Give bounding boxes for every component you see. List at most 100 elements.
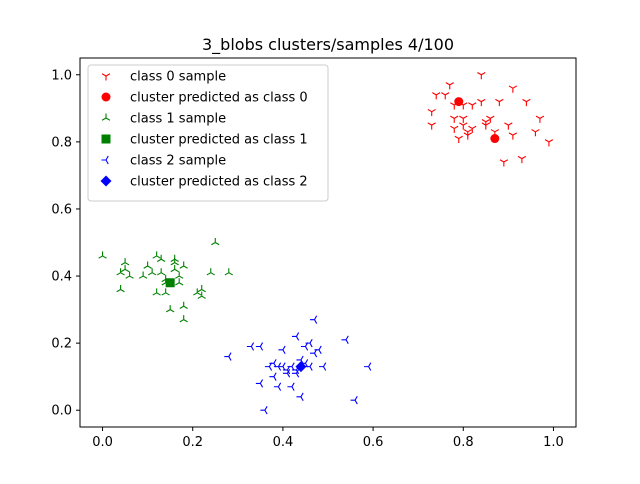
legend-marker <box>101 73 111 81</box>
sample-point <box>481 122 491 130</box>
y-tick-label: 0.4 <box>51 270 72 285</box>
sample-point <box>459 122 468 130</box>
sample-point <box>255 342 264 351</box>
cluster-marker <box>454 97 464 107</box>
sample-point <box>468 102 477 110</box>
sample-point <box>463 129 472 137</box>
sample-point <box>341 335 349 344</box>
sample-point <box>517 155 527 164</box>
sample-point <box>152 288 161 296</box>
sample-point <box>508 132 518 140</box>
x-tick-label: 0.4 <box>273 435 294 450</box>
sample-point <box>504 122 513 130</box>
sample-point <box>224 352 232 361</box>
series-2 <box>98 238 233 323</box>
y-tick-label: 0.0 <box>51 404 72 419</box>
sample-point <box>531 129 540 137</box>
axes-frame <box>79 57 577 428</box>
sample-point <box>544 139 554 147</box>
sample-point <box>445 82 454 90</box>
x-tick-label: 0.0 <box>92 435 113 450</box>
sample-point <box>170 258 179 266</box>
sample-point <box>197 284 206 293</box>
sample-point <box>432 92 441 100</box>
sample-point <box>156 268 166 276</box>
sample-point <box>477 98 486 107</box>
sample-point <box>441 92 450 100</box>
x-tick-label: 1.0 <box>543 435 564 450</box>
sample-point <box>175 278 184 286</box>
sample-point <box>291 369 300 378</box>
sample-point <box>152 251 161 259</box>
sample-point <box>165 305 175 313</box>
sample-point <box>98 251 107 259</box>
cluster-marker <box>165 278 175 288</box>
legend-marker <box>101 92 111 102</box>
legend-marker <box>101 113 111 121</box>
sample-point <box>273 382 282 391</box>
sample-point <box>120 264 130 273</box>
sample-point <box>175 271 184 279</box>
sample-point <box>125 271 134 279</box>
y-tick-label: 0.6 <box>51 202 72 217</box>
legend-entry: class 0 sample <box>130 70 226 85</box>
sample-point <box>179 315 188 323</box>
legend-marker <box>101 155 109 165</box>
sample-point <box>535 115 545 123</box>
sample-point <box>120 258 130 266</box>
plot-area <box>98 72 554 415</box>
sample-point <box>305 338 313 348</box>
legend-box <box>87 64 329 202</box>
series-0 <box>427 72 554 167</box>
sample-point <box>364 362 372 371</box>
sample-point <box>459 115 468 123</box>
sample-point <box>211 238 220 246</box>
sample-point <box>179 301 188 309</box>
legend-entry: cluster predicted as class 0 <box>130 91 308 106</box>
sample-point <box>282 365 291 375</box>
sample-point <box>193 288 202 296</box>
sample-point <box>454 135 463 144</box>
y-tick-label: 0.8 <box>51 135 72 150</box>
y-tick-label: 0.2 <box>51 337 72 352</box>
cluster-marker <box>490 134 500 144</box>
sample-point <box>499 159 509 167</box>
x-tick-label: 0.6 <box>363 435 384 450</box>
sample-point <box>269 372 277 381</box>
y-tick-label: 1.0 <box>51 68 72 83</box>
sample-point <box>508 85 518 93</box>
sample-point <box>318 362 327 371</box>
legend-marker <box>101 134 111 144</box>
sample-point <box>350 395 358 405</box>
legend-entry: cluster predicted as class 1 <box>130 133 308 148</box>
sample-point <box>477 72 486 80</box>
sample-point <box>450 125 459 133</box>
sample-point <box>291 332 300 341</box>
sample-point <box>273 362 282 371</box>
sample-point <box>427 108 436 117</box>
legend-marker <box>100 175 112 187</box>
series-1 <box>454 97 500 144</box>
legend-entry: class 2 sample <box>130 154 226 169</box>
sample-point <box>314 345 322 355</box>
series-5 <box>295 361 307 373</box>
sample-point <box>495 98 504 107</box>
sample-point <box>161 288 170 296</box>
x-tick-label: 0.8 <box>453 435 474 450</box>
legend: class 0 sample cluster predicted as class… <box>87 64 329 202</box>
sample-point <box>143 261 152 269</box>
sample-point <box>179 261 188 269</box>
sample-point <box>427 122 436 130</box>
sample-point <box>296 392 304 401</box>
sample-point <box>246 342 255 351</box>
sample-point <box>206 268 215 276</box>
sample-point <box>255 379 264 388</box>
x-tick-label: 0.2 <box>182 435 203 450</box>
sample-point <box>170 264 179 273</box>
sample-point <box>260 406 268 415</box>
legend-entry: cluster predicted as class 2 <box>130 175 308 190</box>
sample-point <box>486 115 495 123</box>
sample-point <box>468 125 477 133</box>
